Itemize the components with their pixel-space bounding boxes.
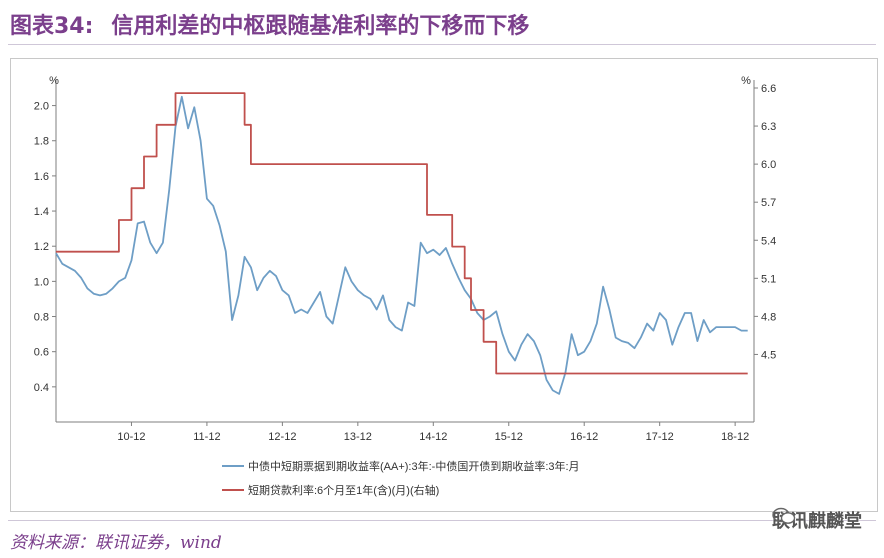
left-axis-tick-label: 1.4 (34, 206, 49, 218)
left-axis-tick-label: 1.8 (34, 136, 49, 148)
left-axis-unit: % (49, 75, 59, 87)
watermark: 联讯麒麟堂 (772, 507, 862, 533)
x-axis-tick-label: 12-12 (268, 431, 296, 443)
left-axis-tick-label: 1.2 (34, 241, 49, 253)
figure-title: 图表34: 信用利差的中枢跟随基准利率的下移而下移 (10, 8, 529, 40)
right-axis-tick-label: 4.8 (761, 311, 776, 323)
right-axis-tick-label: 4.5 (761, 349, 776, 361)
loan-rate-series-line (56, 92, 748, 375)
right-axis-tick-label: 5.1 (761, 273, 776, 285)
left-axis-tick-label: 0.4 (34, 382, 49, 394)
left-axis-tick-label: 1.6 (34, 171, 49, 183)
figure-label: 图表34: (10, 14, 94, 39)
left-axis-tick-label: 0.6 (34, 347, 49, 359)
source-note: 资料来源：联讯证券，wind (10, 533, 222, 553)
left-axis-tick-label: 0.8 (34, 312, 49, 324)
right-axis-tick-label: 6.0 (761, 159, 776, 171)
right-axis-unit: % (741, 75, 751, 87)
chart-svg: % 0.4 0.6 0.8 1.0 1.2 1.4 1.6 1.8 2.0 % 4.5 4.8 5.1 5… (34, 75, 777, 497)
x-axis-tick-label: 14-12 (419, 431, 447, 443)
right-axis-tick-label: 6.6 (761, 83, 776, 95)
x-axis-tick-label: 15-12 (495, 431, 523, 443)
figure-title-text: 信用利差的中枢跟随基准利率的下移而下移 (111, 14, 530, 39)
right-axis-tick-label: 5.7 (761, 197, 776, 209)
spread-series-line (55, 95, 748, 395)
x-axis-tick-label: 13-12 (344, 431, 372, 443)
chart-frame (10, 58, 878, 512)
x-axis-tick-label: 17-12 (646, 431, 674, 443)
left-axis-tick-label: 1.0 (34, 276, 49, 288)
footer-divider (8, 520, 876, 521)
wechat-icon (772, 507, 796, 524)
x-axis-tick-label: 10-12 (117, 431, 145, 443)
right-axis-tick-label: 5.4 (761, 235, 776, 247)
title-divider (8, 44, 876, 45)
legend-label: 中债中短期票据到期收益率(AA+):3年:-中债国开债到期收益率:3年:月 (248, 459, 580, 473)
legend-label: 短期贷款利率:6个月至1年(含)(月)(右轴) (248, 483, 439, 497)
left-axis-tick-label: 2.0 (34, 101, 49, 113)
x-axis-tick-label: 18-12 (721, 431, 749, 443)
x-axis-tick-label: 16-12 (570, 431, 598, 443)
x-axis-tick-label: 11-12 (193, 431, 220, 443)
right-axis-tick-label: 6.3 (761, 121, 776, 133)
